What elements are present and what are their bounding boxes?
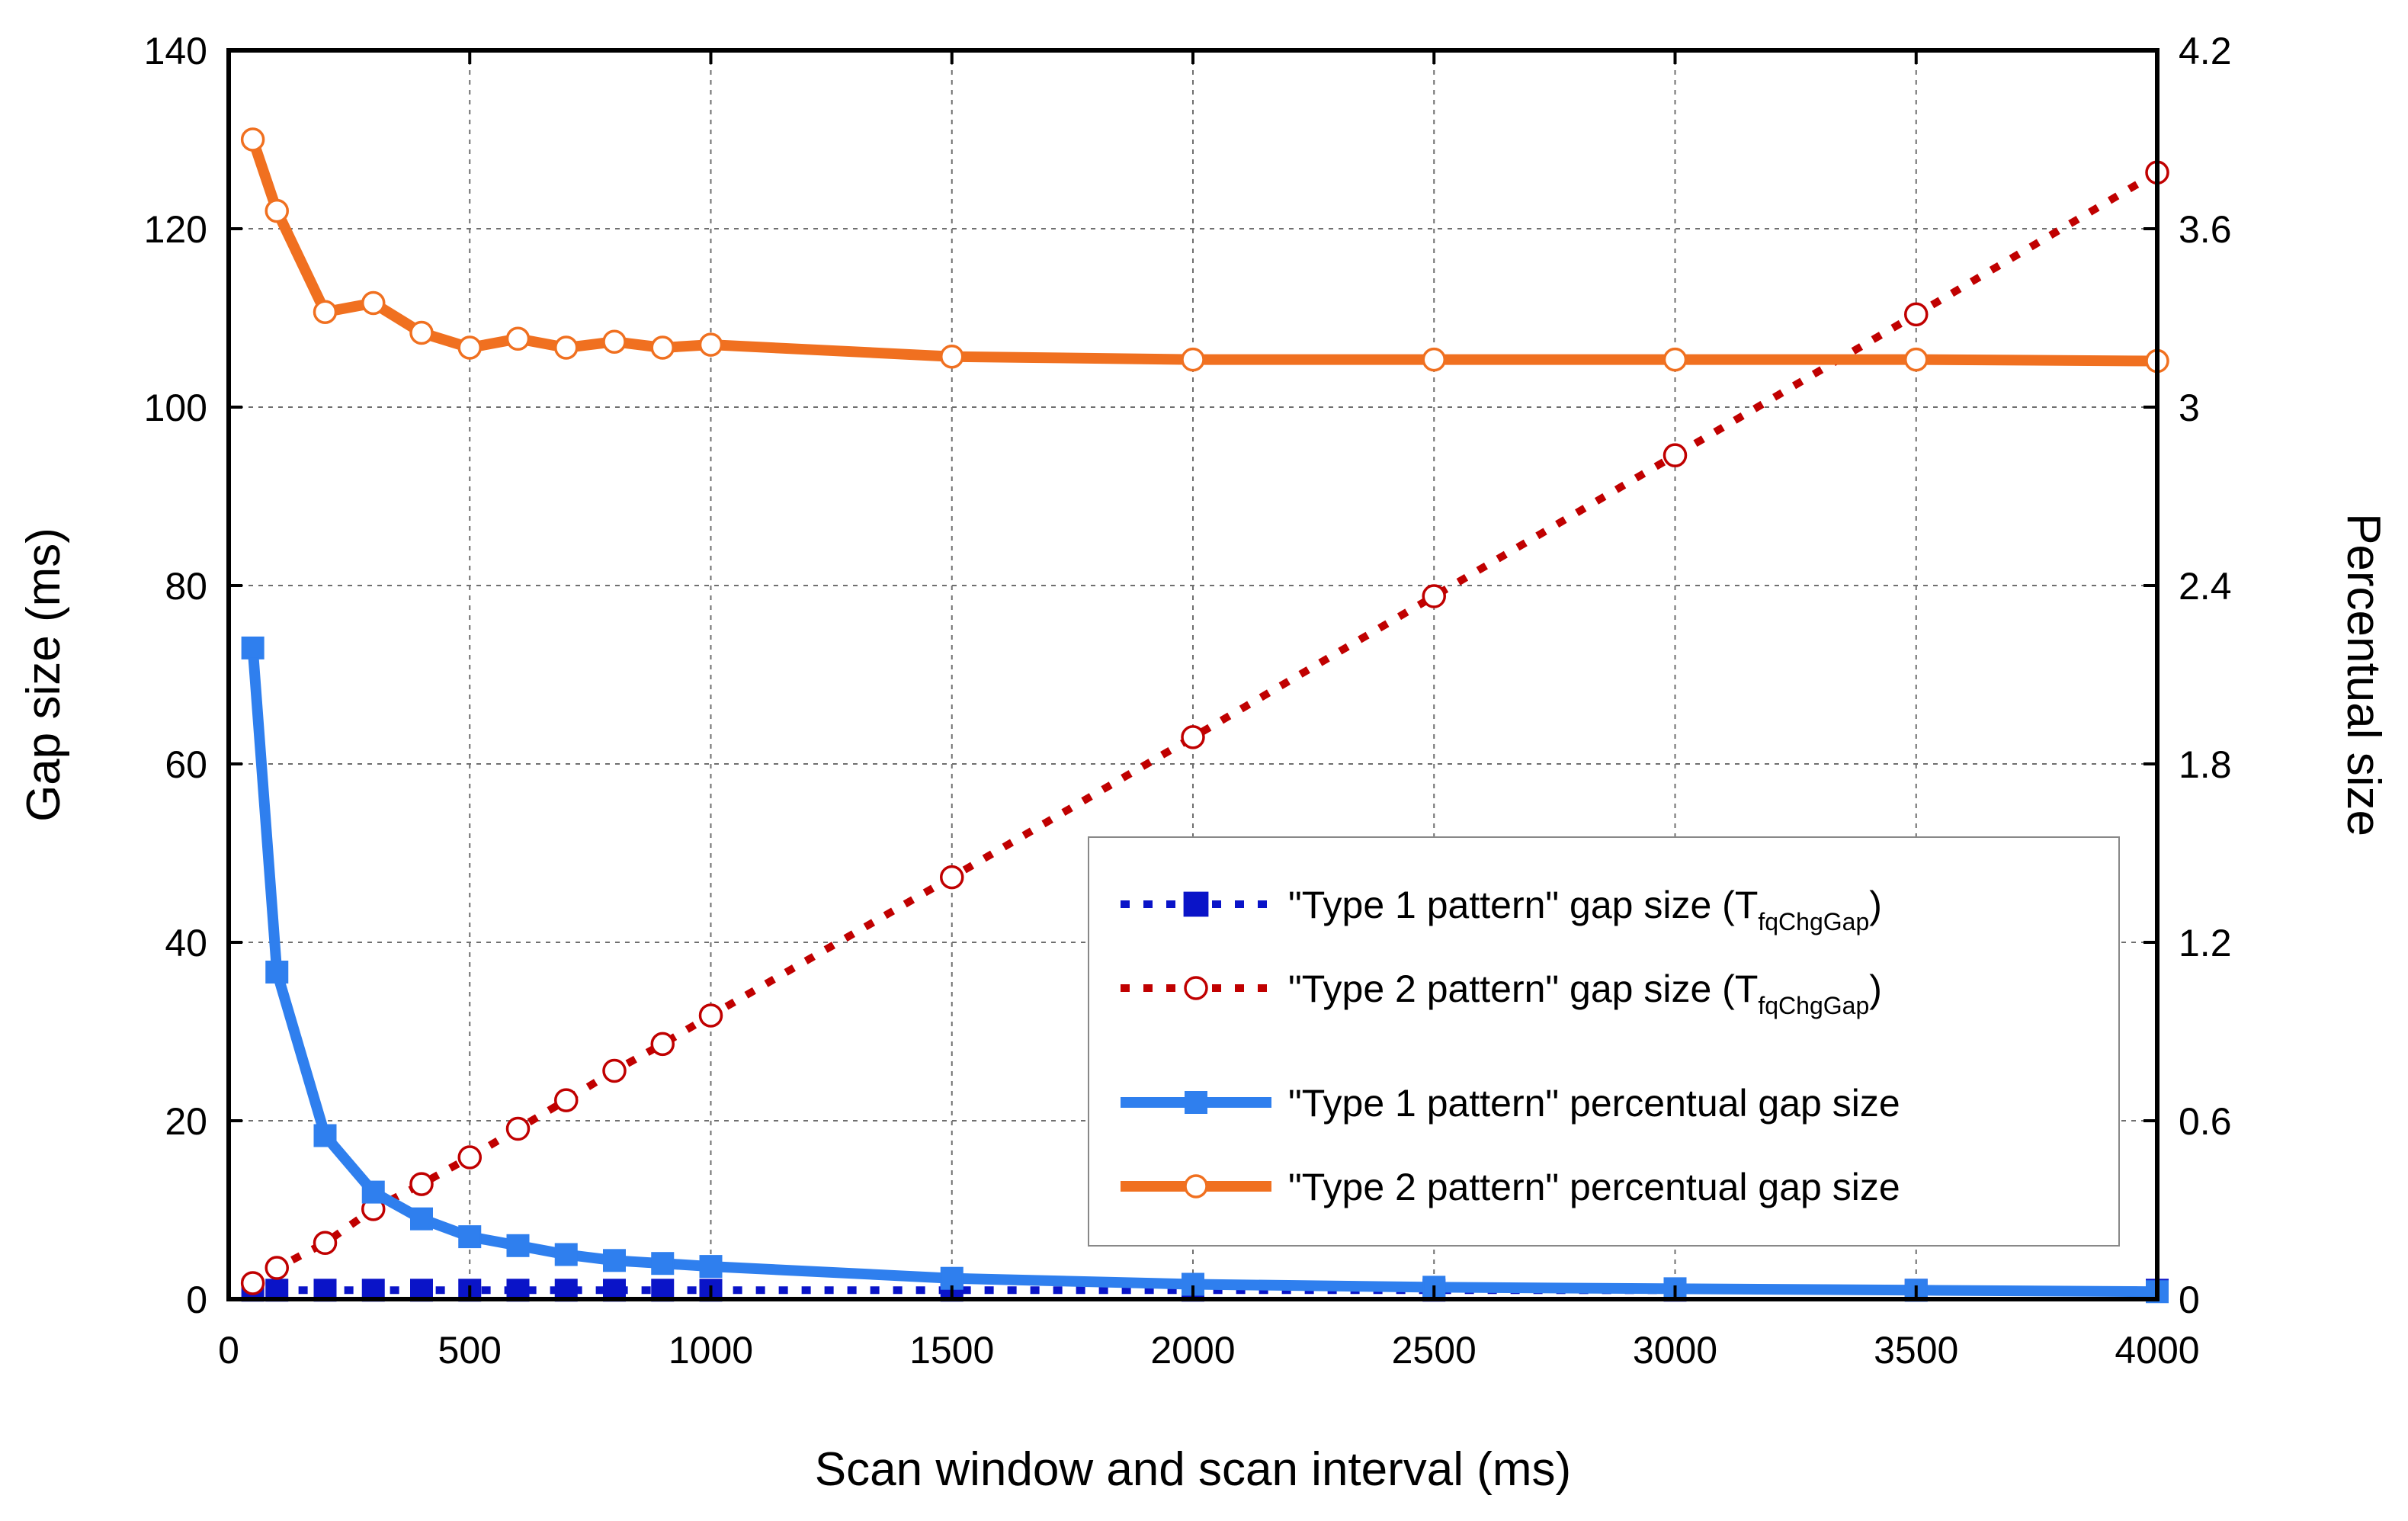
data-point (1183, 891, 1209, 917)
data-point (603, 1249, 626, 1272)
data-point (409, 1172, 434, 1196)
y2-tick-label: 0 (2179, 1279, 2200, 1321)
data-point (457, 335, 482, 360)
data-point (602, 329, 627, 354)
data-point (361, 1180, 385, 1204)
data-point (1184, 1174, 1208, 1199)
data-point (458, 1225, 482, 1249)
y2-tick-label: 1.8 (2179, 743, 2232, 786)
data-point (361, 290, 386, 316)
series-3 (241, 636, 2169, 1304)
x-tick-label: 4000 (2115, 1329, 2199, 1372)
y-tick-label: 100 (144, 387, 207, 429)
legend-label: "Type 2 pattern" percentual gap size (1288, 1166, 1900, 1208)
data-point (313, 300, 338, 324)
y2-axis-label: Percentual size (2337, 513, 2390, 836)
series-2 (240, 160, 2169, 1295)
data-point (698, 332, 723, 357)
data-point (554, 1243, 578, 1266)
tick-labels: 0 500 1000 1500 2000 2500 3000 3500 400002040608… (144, 30, 2232, 1372)
data-point (650, 1032, 675, 1057)
data-point (457, 1145, 482, 1170)
y-tick-label: 0 (186, 1279, 207, 1321)
x-axis-label: Scan window and scan interval (ms) (815, 1443, 1571, 1496)
data-point (265, 198, 289, 223)
data-point (241, 636, 265, 659)
data-point (602, 1058, 627, 1083)
series-group (240, 127, 2169, 1304)
data-point (554, 335, 579, 360)
y2-tick-label: 3.6 (2179, 208, 2232, 251)
data-point (1422, 347, 1446, 372)
data-point (265, 961, 289, 984)
data-point (505, 326, 531, 351)
y2-tick-label: 1.2 (2179, 922, 2232, 964)
data-point (240, 127, 265, 152)
data-point (409, 320, 434, 345)
data-point (554, 1088, 579, 1112)
data-point (1181, 725, 1205, 749)
legend-label: "Type 1 pattern" gap size (TfqChgGap) (1288, 884, 1882, 935)
y2-tick-label: 2.4 (2179, 565, 2232, 608)
y-axis-label: Gap size (ms) (18, 528, 70, 822)
legend: "Type 1 pattern" gap size (TfqChgGap) "Ty… (1088, 836, 2120, 1247)
y-tick-label: 140 (144, 30, 207, 72)
x-tick-label: 3000 (1633, 1329, 1717, 1372)
data-point (1184, 976, 1208, 1000)
data-point (506, 1234, 530, 1257)
x-tick-label: 2500 (1392, 1329, 1477, 1372)
y-tick-label: 80 (165, 565, 207, 608)
data-point (651, 1252, 675, 1276)
y-tick-label: 120 (144, 208, 207, 251)
y-tick-label: 20 (165, 1100, 207, 1143)
data-point (313, 1231, 338, 1256)
data-point (410, 1207, 433, 1231)
y2-tick-label: 3 (2179, 387, 2200, 429)
legend-label: "Type 2 pattern" gap size (TfqChgGap) (1288, 967, 1882, 1019)
y-tick-label: 60 (165, 743, 207, 786)
x-tick-label: 1500 (909, 1329, 994, 1372)
x-tick-label: 2000 (1150, 1329, 1235, 1372)
data-point (240, 1271, 265, 1295)
data-point (698, 1003, 723, 1028)
x-tick-label: 1000 (669, 1329, 753, 1372)
data-point (313, 1124, 337, 1147)
data-point (1904, 347, 1929, 372)
data-point (1663, 443, 1688, 467)
x-tick-label: 500 (438, 1329, 502, 1372)
data-point (1904, 302, 1929, 327)
grid (229, 50, 2157, 1299)
data-point (505, 1116, 531, 1141)
data-point (1181, 347, 1205, 372)
data-point (940, 865, 964, 890)
x-tick-label: 0 (218, 1329, 239, 1372)
data-point (699, 1255, 723, 1279)
data-point (265, 1256, 289, 1280)
data-point (1663, 347, 1688, 372)
y2-tick-label: 0.6 (2179, 1100, 2232, 1143)
y-tick-label: 40 (165, 922, 207, 964)
data-point (1422, 584, 1446, 608)
series-4 (240, 127, 2169, 374)
data-point (940, 344, 964, 369)
y2-tick-label: 4.2 (2179, 30, 2232, 72)
legend-label: "Type 1 pattern" percentual gap size (1288, 1082, 1900, 1125)
data-point (1185, 1091, 1207, 1114)
data-point (650, 335, 675, 360)
x-tick-label: 3500 (1874, 1329, 1958, 1372)
